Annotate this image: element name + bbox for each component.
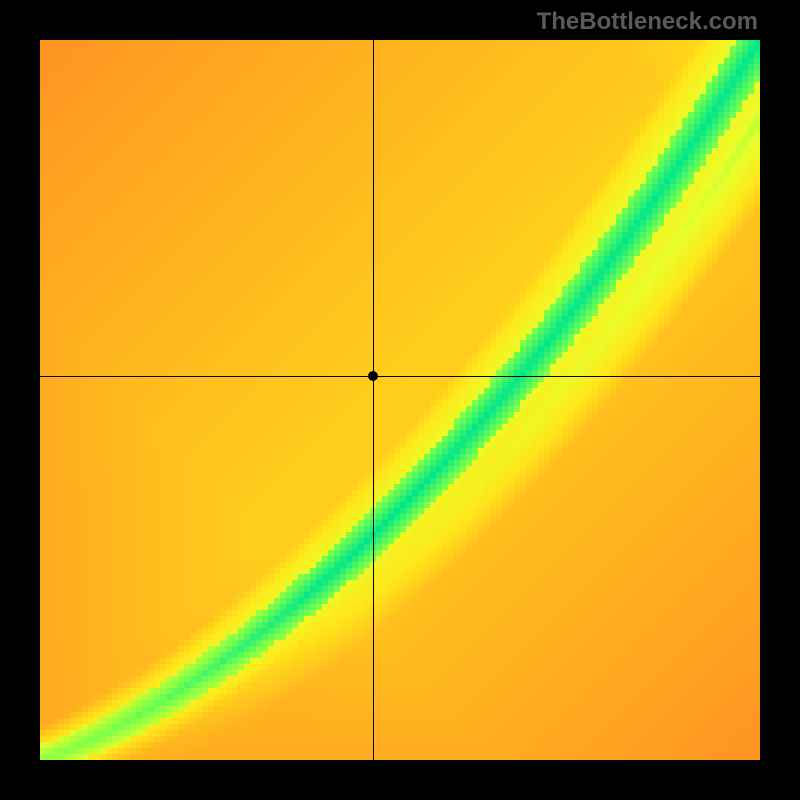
chart-container: { "canvas": { "width_px": 800, "height_p…: [0, 0, 800, 800]
bottleneck-heatmap: [40, 40, 760, 760]
crosshair-vertical: [373, 40, 374, 760]
crosshair-horizontal: [40, 376, 760, 377]
watermark-text: TheBottleneck.com: [537, 8, 758, 36]
